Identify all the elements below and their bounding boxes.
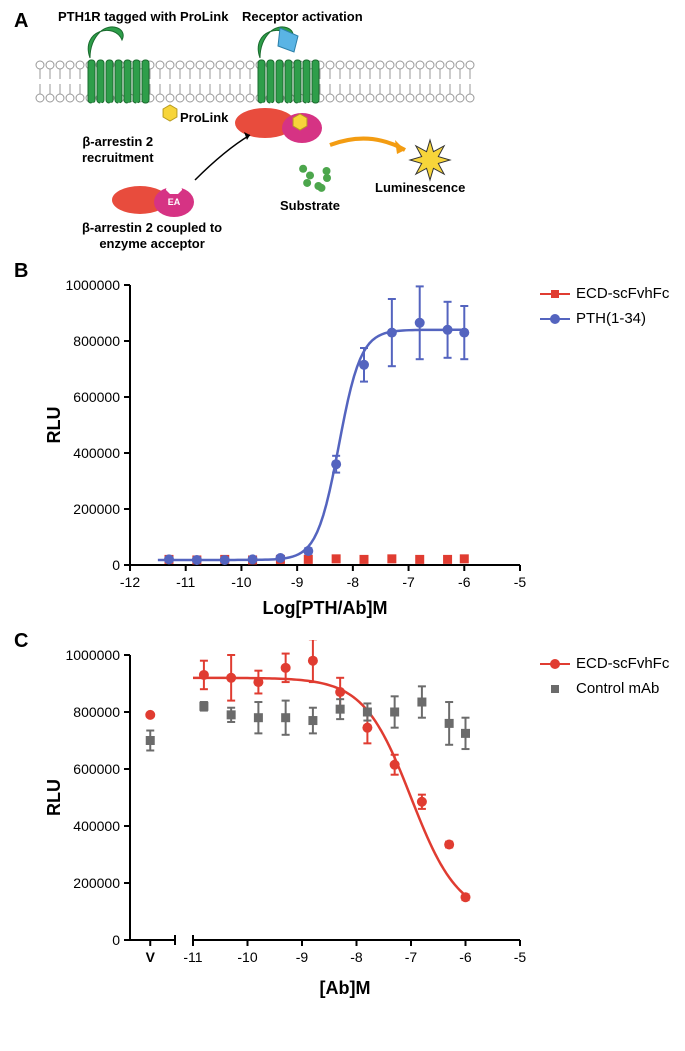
svg-text:800000: 800000 <box>73 704 120 720</box>
annot-luminescence: Luminescence <box>375 180 465 196</box>
legend-item-ctrl: Control mAb <box>540 680 669 697</box>
panel-b-legend: ECD-scFvhFc PTH(1-34) <box>540 285 669 335</box>
svg-text:1000000: 1000000 <box>65 277 120 293</box>
figure: A EA PTH1R tagged with ProLink Receptor … <box>10 10 675 1020</box>
panel-b-label: B <box>14 260 28 283</box>
svg-text:RLU: RLU <box>44 407 64 444</box>
legend-item-ecd: ECD-scFvhFc <box>540 285 669 302</box>
legend-marker-circle <box>540 312 570 326</box>
svg-text:-11: -11 <box>176 574 195 590</box>
panel-c-legend: ECD-scFvhFc Control mAb <box>540 655 669 705</box>
annot-receptor-right: Receptor activation <box>242 9 363 25</box>
panel-a: A EA PTH1R tagged with ProLink Receptor … <box>10 10 675 260</box>
svg-text:600000: 600000 <box>73 389 120 405</box>
svg-text:400000: 400000 <box>73 818 120 834</box>
panel-c: C 0 200000 400000 600000 800000 1000000 RLU V -1… <box>10 630 675 1020</box>
svg-text:-6: -6 <box>458 574 471 590</box>
svg-text:-5: -5 <box>514 949 527 965</box>
svg-text:800000: 800000 <box>73 333 120 349</box>
svg-text:-9: -9 <box>291 574 304 590</box>
svg-text:V: V <box>146 949 156 965</box>
svg-text:EA: EA <box>168 197 181 207</box>
svg-text:[Ab]M: [Ab]M <box>320 978 371 998</box>
svg-text:Log[PTH/Ab]M: Log[PTH/Ab]M <box>263 598 388 618</box>
legend-marker-circle-red <box>540 657 570 671</box>
legend-item-ecd-c: ECD-scFvhFc <box>540 655 669 672</box>
legend-label-ecd-c: ECD-scFvhFc <box>576 655 669 672</box>
svg-text:600000: 600000 <box>73 761 120 777</box>
panel-b: B 0 200000 400000 600000 800000 1000000 RLU -12… <box>10 260 675 630</box>
svg-text:-7: -7 <box>402 574 415 590</box>
annot-arrestin-recruit: β-arrestin 2 recruitment <box>82 134 154 165</box>
svg-text:0: 0 <box>112 557 120 573</box>
svg-text:-10: -10 <box>237 949 257 965</box>
svg-text:200000: 200000 <box>73 501 120 517</box>
svg-text:-6: -6 <box>459 949 472 965</box>
svg-text:-8: -8 <box>347 574 360 590</box>
svg-text:-11: -11 <box>183 949 202 965</box>
legend-label-ctrl: Control mAb <box>576 680 659 697</box>
svg-text:-7: -7 <box>405 949 418 965</box>
svg-text:0: 0 <box>112 932 120 948</box>
svg-text:-8: -8 <box>350 949 363 965</box>
annot-receptor-left: PTH1R tagged with ProLink <box>58 9 228 25</box>
svg-text:-9: -9 <box>296 949 309 965</box>
annot-arrestin-coupled: β-arrestin 2 coupled to enzyme acceptor <box>82 220 222 251</box>
svg-text:1000000: 1000000 <box>65 647 120 663</box>
panel-a-label: A <box>14 10 28 33</box>
svg-text:RLU: RLU <box>44 779 64 816</box>
svg-text:-10: -10 <box>231 574 251 590</box>
svg-text:400000: 400000 <box>73 445 120 461</box>
panel-b-chart: 0 200000 400000 600000 800000 1000000 RLU -12 -1… <box>35 270 535 620</box>
panel-c-label: C <box>14 630 28 653</box>
legend-marker-square <box>540 287 570 301</box>
svg-text:-12: -12 <box>120 574 140 590</box>
legend-marker-square-gray <box>540 682 570 696</box>
annot-prolink: ProLink <box>180 110 228 126</box>
svg-text:-5: -5 <box>514 574 527 590</box>
annot-substrate: Substrate <box>280 198 340 214</box>
panel-c-chart: 0 200000 400000 600000 800000 1000000 RLU V -11 -… <box>35 640 535 1000</box>
legend-label-ecd: ECD-scFvhFc <box>576 285 669 302</box>
svg-text:200000: 200000 <box>73 875 120 891</box>
legend-item-pth: PTH(1-34) <box>540 310 669 327</box>
legend-label-pth: PTH(1-34) <box>576 310 646 327</box>
